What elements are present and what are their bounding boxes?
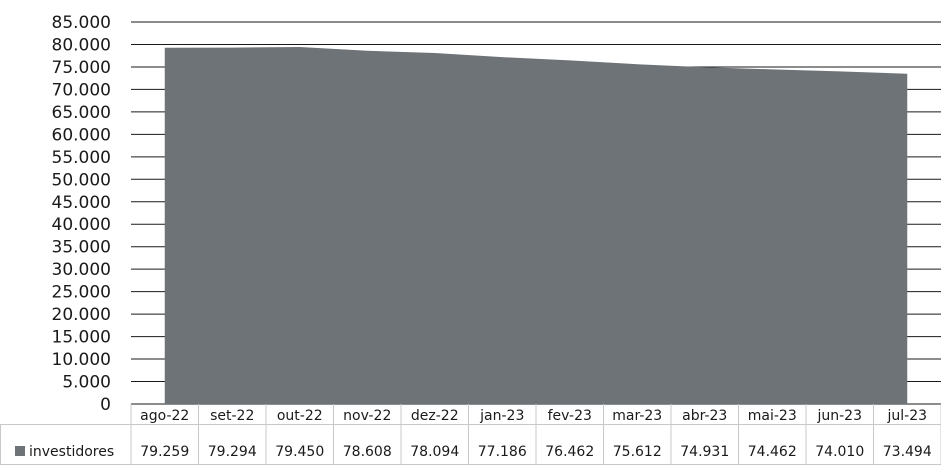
data-label: 73.494 (883, 444, 932, 460)
data-label: 74.462 (748, 444, 797, 460)
y-tick-label: 5.000 (62, 373, 111, 393)
x-tick-label: mar-23 (612, 408, 662, 424)
data-label: 74.010 (815, 444, 864, 460)
x-tick-label: nov-22 (343, 408, 391, 424)
data-label: 75.612 (613, 444, 662, 460)
x-tick-label: jul-23 (886, 408, 927, 424)
legend-swatch (15, 446, 25, 456)
y-tick-label: 40.000 (52, 215, 111, 235)
y-tick-label: 70.000 (52, 80, 111, 100)
x-tick-label: fev-23 (548, 408, 592, 424)
x-tick-label: jan-23 (479, 408, 524, 424)
x-tick-label: mai-23 (748, 408, 797, 424)
x-tick-label: abr-23 (682, 408, 727, 424)
data-label: 79.259 (140, 444, 189, 460)
data-label: 74.931 (680, 444, 729, 460)
x-tick-label: out-22 (277, 408, 323, 424)
y-tick-label: 55.000 (52, 148, 111, 168)
y-tick-label: 85.000 (52, 13, 111, 33)
legend-label: investidores (29, 444, 114, 460)
data-label: 79.450 (275, 444, 324, 460)
y-tick-label: 75.000 (52, 58, 111, 78)
x-tick-label: ago-22 (140, 408, 189, 424)
data-label: 76.462 (545, 444, 594, 460)
data-label: 78.094 (410, 444, 459, 460)
y-tick-label: 50.000 (52, 170, 111, 190)
y-tick-label: 35.000 (52, 238, 111, 258)
series-area-investidores (164, 46, 908, 404)
plot-area (164, 46, 908, 404)
y-tick-label: 45.000 (52, 193, 111, 213)
x-tick-label: set-22 (210, 408, 254, 424)
data-label: 79.294 (208, 444, 257, 460)
y-tick-label: 0 (100, 395, 111, 415)
data-table: ago-22 79.259 set-22 79.294 out-22 79.450 nov-… (0, 404, 941, 465)
y-tick-label: 80.000 (52, 35, 111, 55)
y-tick-label: 10.000 (52, 350, 111, 370)
y-tick-label: 15.000 (52, 328, 111, 348)
y-tick-label: 25.000 (52, 283, 111, 303)
y-tick-label: 30.000 (52, 260, 111, 280)
x-tick-label: jun-23 (816, 408, 862, 424)
y-tick-label: 60.000 (52, 125, 111, 145)
y-tick-label: 20.000 (52, 305, 111, 325)
data-label: 78.608 (343, 444, 392, 460)
y-tick-label: 65.000 (52, 103, 111, 123)
data-label: 77.186 (478, 444, 527, 460)
x-tick-label: dez-22 (411, 408, 459, 424)
